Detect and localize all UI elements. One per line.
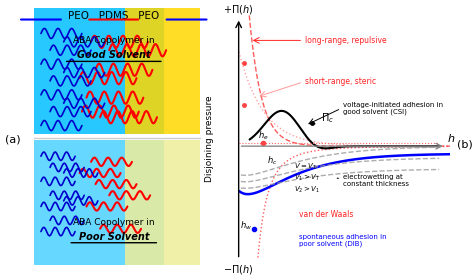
- Text: (b): (b): [457, 139, 473, 149]
- Text: $h_e$: $h_e$: [258, 129, 268, 142]
- Text: $-\Pi(h)$: $-\Pi(h)$: [223, 263, 254, 276]
- Text: Poor Solvent: Poor Solvent: [79, 232, 149, 242]
- Polygon shape: [34, 140, 164, 265]
- Text: $V = V_T$: $V = V_T$: [294, 162, 318, 172]
- Text: electrowetting at
constant thickness: electrowetting at constant thickness: [343, 174, 410, 187]
- Text: $+\Pi(h)$: $+\Pi(h)$: [223, 3, 254, 16]
- Polygon shape: [34, 8, 164, 134]
- Text: (a): (a): [5, 134, 20, 145]
- Text: $h$: $h$: [447, 132, 455, 144]
- Text: long-range, repulsive: long-range, repulsive: [305, 36, 387, 45]
- Text: voltage-initiated adhesion in
good solvent (CSI): voltage-initiated adhesion in good solve…: [343, 102, 444, 115]
- Text: $h_c$: $h_c$: [267, 155, 277, 167]
- Text: $h_w$: $h_w$: [240, 219, 252, 232]
- Text: $V_2 > V_1$: $V_2 > V_1$: [294, 184, 320, 195]
- Text: spontaneous adhesion in
poor solvent (DIB): spontaneous adhesion in poor solvent (DI…: [299, 234, 386, 247]
- Text: Disjoining pressure: Disjoining pressure: [205, 95, 214, 182]
- Text: van der Waals: van der Waals: [299, 210, 353, 219]
- Polygon shape: [125, 8, 200, 134]
- Text: $\Pi_c$: $\Pi_c$: [321, 111, 334, 125]
- Text: ABA Copolymer in: ABA Copolymer in: [73, 218, 155, 227]
- Text: ABA Copolymer in: ABA Copolymer in: [73, 36, 155, 45]
- Text: short-range, steric: short-range, steric: [305, 78, 377, 86]
- Polygon shape: [125, 140, 200, 265]
- Text: Good Solvent: Good Solvent: [77, 50, 151, 60]
- Text: PEO   PDMS   PEO: PEO PDMS PEO: [68, 11, 159, 21]
- Text: $V_1 > V_T$: $V_1 > V_T$: [294, 173, 321, 183]
